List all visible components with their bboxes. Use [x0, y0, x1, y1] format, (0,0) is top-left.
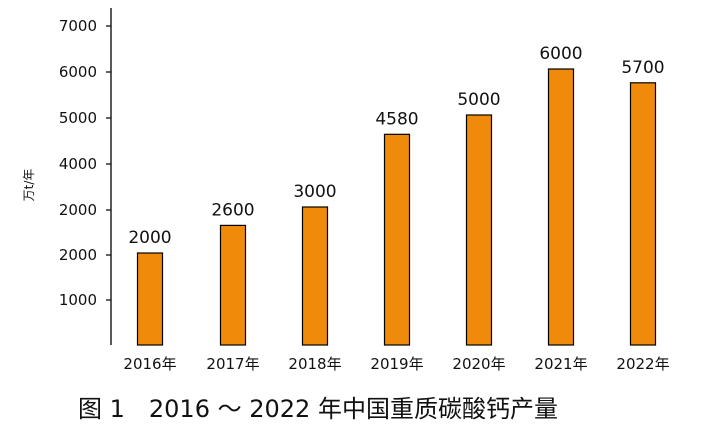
- bar-2020年: [465, 114, 493, 346]
- x-tick-label: 2022年: [616, 355, 669, 373]
- y-tick-label: 5000: [59, 109, 97, 127]
- x-tick-label: 2016年: [123, 355, 176, 373]
- y-tick-label: 2000: [59, 246, 97, 264]
- x-tick-label: 2017年: [206, 355, 259, 373]
- x-tick-label: 2021年: [534, 355, 587, 373]
- bars: 2000 2600 3000 4580 5000 6000 5700: [128, 44, 665, 346]
- bar-2019年: [383, 133, 411, 346]
- y-tick-label: 4000: [59, 155, 97, 173]
- figure-caption: 图 1 2016 ～ 2022 年中国重质碳酸钙产量: [78, 395, 558, 423]
- data-label: 4580: [375, 109, 418, 129]
- y-tick-label: 1000: [59, 291, 97, 309]
- x-tick-label: 2018年: [288, 355, 341, 373]
- y-tick-label: 7000: [59, 17, 97, 35]
- bar-2022年: [629, 82, 657, 346]
- data-label: 5000: [457, 90, 500, 110]
- y-axis-label: 万t/年: [22, 169, 36, 202]
- bar-2018年: [301, 206, 329, 346]
- data-label: 3000: [293, 182, 336, 202]
- data-label: 2000: [128, 228, 171, 248]
- bar-2021年: [547, 68, 575, 346]
- data-label: 6000: [539, 44, 582, 64]
- data-label: 2600: [211, 200, 254, 220]
- x-axis-ticks: 2016年 2017年 2018年 2019年 2020年 2021年 2022年: [123, 355, 669, 373]
- data-label: 5700: [621, 58, 664, 78]
- bar-2017年: [219, 224, 247, 346]
- bar-2016年: [136, 252, 164, 346]
- x-tick-label: 2019年: [370, 355, 423, 373]
- y-tick-label: 2000: [59, 201, 97, 219]
- x-tick-label: 2020年: [452, 355, 505, 373]
- y-axis-ticks: 1000 2000 2000 4000 5000 6000 7000: [59, 17, 111, 309]
- y-tick-label: 6000: [59, 63, 97, 81]
